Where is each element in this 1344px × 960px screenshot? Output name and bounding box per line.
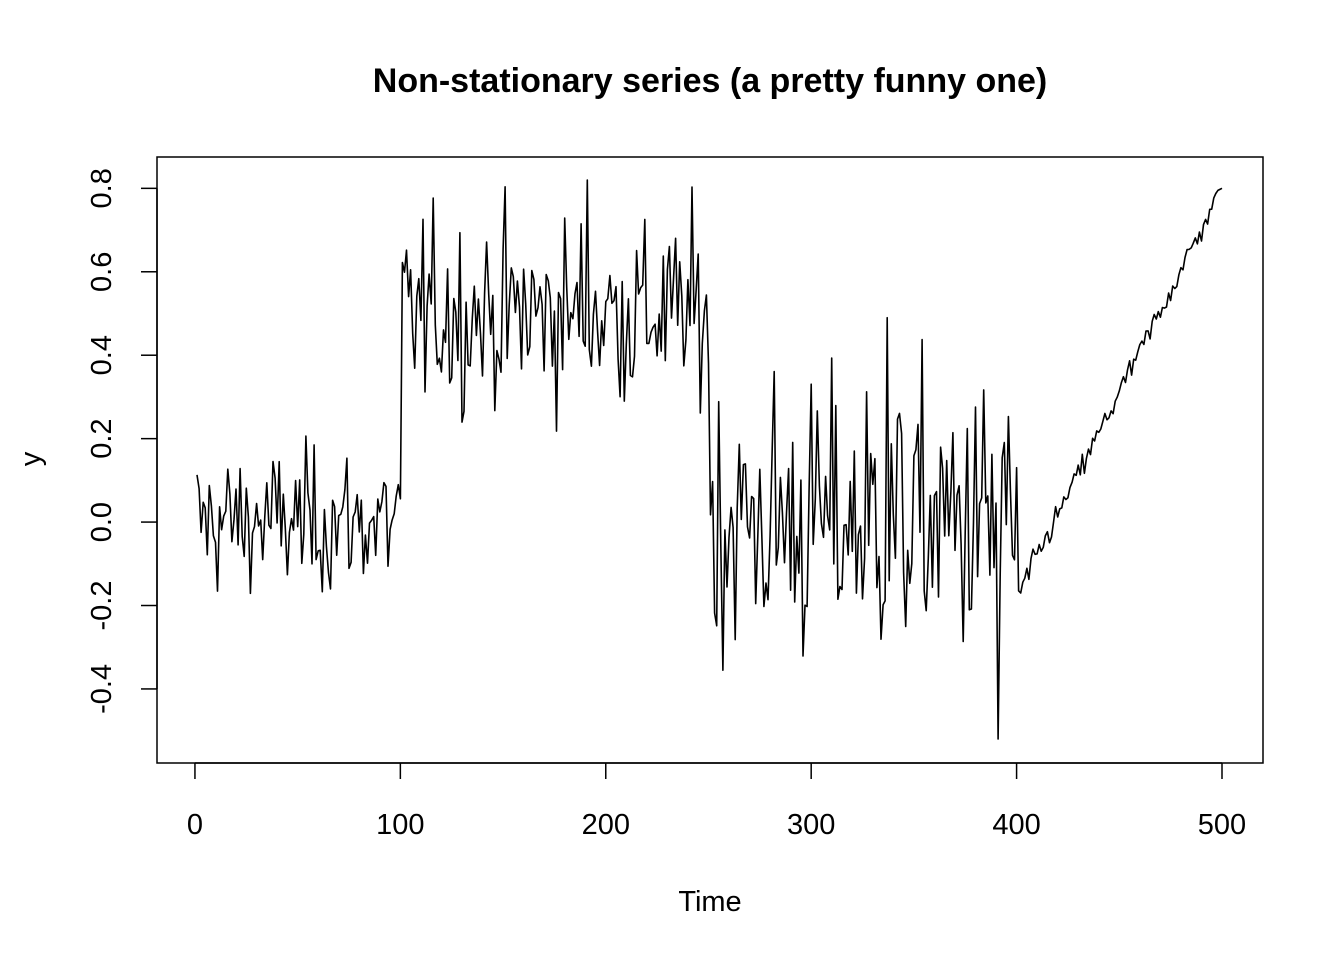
y-tick-label: -0.4 bbox=[86, 664, 118, 714]
y-tick-label: 0.8 bbox=[86, 168, 118, 208]
x-tick-label: 100 bbox=[376, 809, 424, 841]
x-tick-label: 500 bbox=[1198, 809, 1246, 841]
x-tick-label: 0 bbox=[187, 809, 203, 841]
y-axis: -0.4 -0.2 0.0 0.2 0.4 0.6 0.8 bbox=[86, 168, 158, 714]
y-tick-label: -0.2 bbox=[86, 581, 118, 631]
y-tick-label: 0.4 bbox=[86, 335, 118, 375]
series-line bbox=[196, 179, 1223, 740]
y-axis-label: y bbox=[15, 451, 47, 466]
y-tick-label: 0.6 bbox=[86, 252, 118, 292]
x-axis: 0 100 200 300 400 500 bbox=[187, 762, 1246, 841]
y-tick-label: 0.2 bbox=[86, 418, 118, 458]
y-tick-label: 0.0 bbox=[86, 502, 118, 542]
x-tick-label: 300 bbox=[787, 809, 835, 841]
x-axis-label: Time bbox=[678, 886, 741, 918]
chart-title: Non-stationary series (a pretty funny on… bbox=[373, 62, 1047, 100]
x-tick-label: 400 bbox=[992, 809, 1040, 841]
x-tick-label: 200 bbox=[582, 809, 630, 841]
